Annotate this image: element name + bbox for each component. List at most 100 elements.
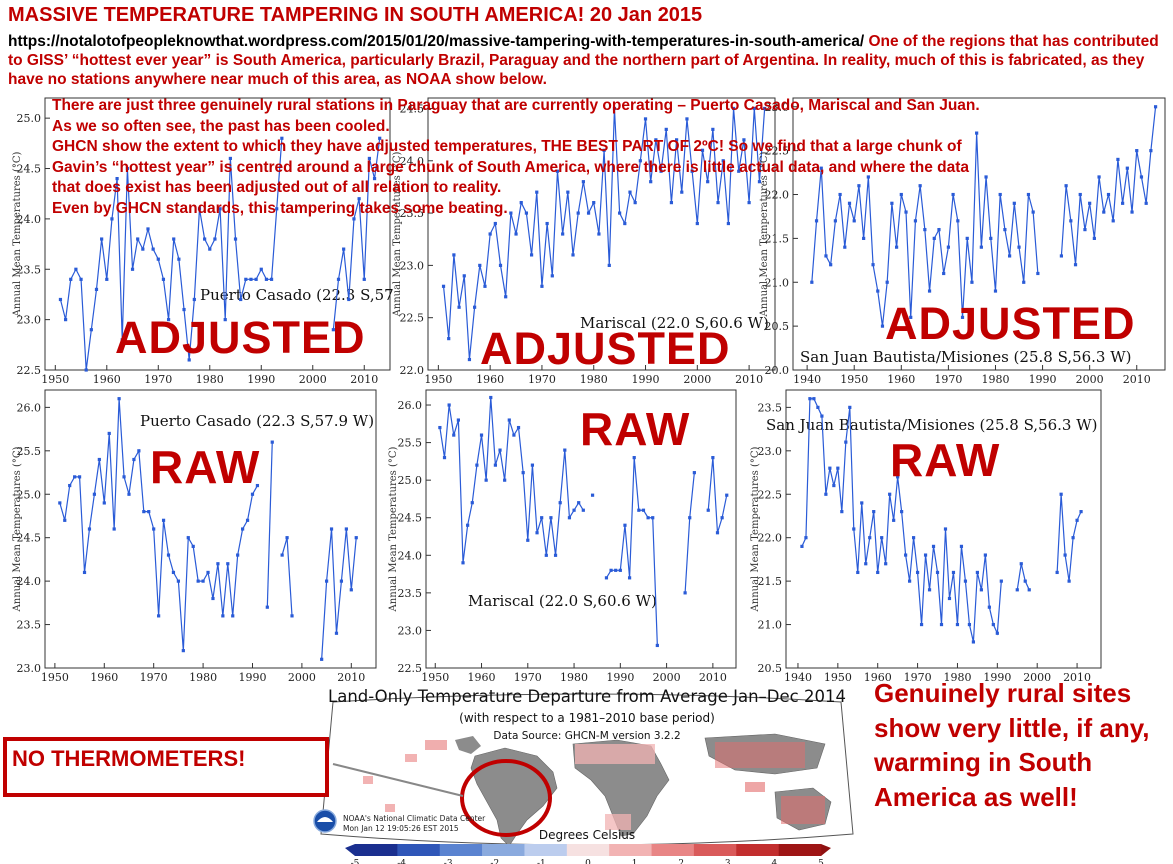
data-point bbox=[334, 631, 339, 635]
colorbar-swatch bbox=[693, 844, 737, 856]
x-tick-label: 2010 bbox=[337, 671, 365, 684]
data-point bbox=[884, 562, 888, 566]
data-point bbox=[514, 232, 518, 236]
data-point bbox=[651, 516, 655, 520]
data-point bbox=[264, 277, 269, 281]
data-point bbox=[216, 562, 220, 566]
x-tick-label: 2000 bbox=[1076, 373, 1104, 384]
data-point bbox=[197, 207, 202, 211]
data-point bbox=[516, 425, 521, 430]
data-point bbox=[597, 232, 601, 236]
data-point bbox=[259, 267, 263, 271]
data-point bbox=[993, 289, 998, 293]
series-line bbox=[707, 457, 728, 533]
y-tick-label: 23.5 bbox=[400, 207, 425, 220]
data-point bbox=[664, 127, 668, 131]
data-point bbox=[923, 228, 927, 232]
data-point bbox=[852, 219, 856, 223]
data-point bbox=[87, 527, 92, 531]
data-point bbox=[1149, 149, 1153, 153]
data-point bbox=[614, 568, 618, 572]
data-point bbox=[157, 614, 161, 618]
x-tick-label: 1980 bbox=[560, 671, 588, 684]
data-point bbox=[1139, 175, 1144, 179]
colorbar-swatch bbox=[355, 844, 398, 856]
data-point bbox=[1097, 175, 1101, 179]
x-tick-label: 1980 bbox=[943, 671, 971, 684]
data-point bbox=[868, 536, 872, 540]
data-point bbox=[951, 192, 955, 197]
colorbar-swatch bbox=[397, 844, 441, 856]
data-point bbox=[856, 570, 860, 575]
data-point bbox=[904, 553, 908, 557]
series-line bbox=[439, 397, 584, 563]
data-point bbox=[1106, 192, 1111, 197]
data-point bbox=[275, 207, 279, 211]
data-point bbox=[829, 263, 833, 267]
colorbar-swatch bbox=[482, 844, 525, 856]
data-point bbox=[927, 289, 932, 293]
data-point bbox=[612, 106, 617, 111]
y-tick-label: 24.5 bbox=[17, 532, 42, 545]
data-point bbox=[1023, 579, 1027, 583]
series-line bbox=[684, 472, 695, 593]
data-point bbox=[618, 568, 622, 572]
callout-text: NO THERMOMETERS! bbox=[12, 746, 246, 771]
station-label: Puerto Casado (22.3 S,57.9 W) bbox=[140, 412, 374, 430]
data-point bbox=[555, 169, 560, 173]
data-point bbox=[646, 516, 650, 520]
x-tick-label: 1980 bbox=[196, 373, 224, 384]
y-tick-label: 23.0 bbox=[17, 662, 42, 675]
data-point bbox=[1073, 263, 1078, 267]
data-point bbox=[211, 596, 215, 601]
y-tick-label: 20.5 bbox=[765, 320, 790, 333]
data-point bbox=[847, 201, 852, 205]
data-point bbox=[725, 493, 729, 497]
data-point bbox=[939, 622, 944, 627]
data-point bbox=[122, 475, 126, 479]
x-tick-label: 1970 bbox=[144, 373, 172, 384]
x-tick-label: 2000 bbox=[683, 373, 711, 384]
data-point bbox=[561, 232, 565, 236]
colorbar-ticks: -5 -4 -3 -2 -1 0 1 2 3 4 5 bbox=[351, 859, 825, 864]
data-point bbox=[147, 510, 151, 514]
data-point bbox=[249, 277, 253, 281]
x-tick-label: 1950 bbox=[41, 373, 69, 384]
data-point bbox=[545, 221, 549, 226]
data-point bbox=[819, 166, 823, 170]
data-point bbox=[864, 562, 868, 566]
data-point bbox=[669, 201, 674, 205]
data-point bbox=[236, 553, 240, 557]
data-point bbox=[192, 297, 196, 302]
data-point bbox=[1064, 184, 1068, 188]
data-point bbox=[716, 201, 720, 205]
data-point bbox=[892, 518, 896, 522]
data-point bbox=[963, 579, 968, 583]
data-point bbox=[586, 211, 591, 215]
source-url[interactable]: https://notalotofpeopleknowthat.wordpres… bbox=[8, 33, 865, 50]
data-point bbox=[354, 536, 358, 540]
data-point bbox=[637, 508, 641, 512]
data-point bbox=[1017, 245, 1021, 249]
data-point bbox=[63, 318, 68, 322]
series-line bbox=[266, 442, 273, 608]
data-point bbox=[470, 501, 474, 505]
data-point bbox=[336, 277, 341, 281]
x-tick-label: 1950 bbox=[41, 671, 69, 684]
data-point bbox=[951, 570, 956, 575]
data-point bbox=[998, 192, 1002, 197]
data-point bbox=[692, 471, 696, 475]
data-point bbox=[894, 245, 899, 249]
data-point bbox=[475, 463, 479, 467]
data-point bbox=[566, 190, 570, 194]
y-axis-label: Annual Mean Temperatures (°C) bbox=[759, 151, 770, 317]
y-tick-label: 23.5 bbox=[17, 263, 42, 276]
data-point bbox=[965, 236, 969, 240]
data-point bbox=[97, 457, 101, 462]
series-line bbox=[1016, 563, 1030, 591]
data-point bbox=[223, 318, 227, 322]
x-tick-label: 2010 bbox=[735, 373, 763, 384]
data-point bbox=[186, 536, 190, 540]
data-point bbox=[742, 138, 746, 142]
colorbar-tick-label: -3 bbox=[444, 859, 453, 864]
